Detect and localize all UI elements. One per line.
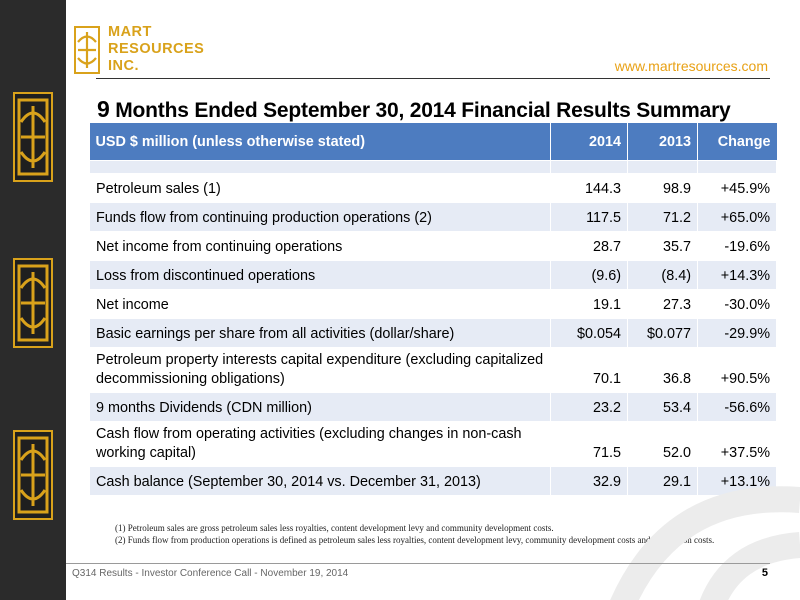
table-row: Net income from continuing operations 28… xyxy=(88,231,777,261)
logo-line-3: INC. xyxy=(108,58,139,74)
value-change: +65.0% xyxy=(697,202,777,232)
value-2013: 71.2 xyxy=(627,202,698,232)
logo-text: MART RESOURCES INC. xyxy=(108,24,204,75)
value-2014: 19.1 xyxy=(550,289,629,319)
footnote-2: (2) Funds flow from production operation… xyxy=(115,535,715,545)
value-2014: 32.9 xyxy=(550,466,629,496)
value-change: -29.9% xyxy=(697,318,777,348)
value-2013: (8.4) xyxy=(627,260,698,290)
row-label: Net income from continuing operations xyxy=(88,231,552,261)
header-divider xyxy=(96,78,770,79)
value-change: -56.6% xyxy=(697,392,777,422)
table-header-row: USD $ million (unless otherwise stated) … xyxy=(89,123,777,161)
row-label: Loss from discontinued operations xyxy=(88,260,552,290)
sidebar xyxy=(0,0,66,600)
value-change: +37.5% xyxy=(697,421,777,467)
value-change: +45.9% xyxy=(697,173,777,203)
header-metric: USD $ million (unless otherwise stated) xyxy=(89,123,552,161)
mart-emblem-icon xyxy=(13,258,53,348)
footer-divider xyxy=(66,563,770,564)
footer-text: Q314 Results - Investor Conference Call … xyxy=(72,568,349,579)
value-2013: $0.077 xyxy=(627,318,698,348)
table-spacer-row xyxy=(88,160,777,174)
table-row: Petroleum property interests capital exp… xyxy=(88,347,777,393)
value-change: +90.5% xyxy=(697,347,777,393)
value-2014: $0.054 xyxy=(550,318,629,348)
value-2013: 27.3 xyxy=(627,289,698,319)
mart-emblem-icon xyxy=(13,430,53,520)
row-label: Cash balance (September 30, 2014 vs. Dec… xyxy=(88,466,552,496)
header-2014: 2014 xyxy=(550,123,629,161)
value-2013: 36.8 xyxy=(627,347,698,393)
row-label: Petroleum property interests capital exp… xyxy=(88,347,552,393)
company-logo: MART RESOURCES INC. xyxy=(74,22,214,78)
header-2013: 2013 xyxy=(627,123,698,161)
value-2013: 53.4 xyxy=(627,392,698,422)
title-text: Months Ended September 30, 2014 Financia… xyxy=(115,99,731,122)
table-row: Net income 19.1 27.3 -30.0% xyxy=(88,289,777,319)
value-2014: 23.2 xyxy=(550,392,629,422)
value-2013: 29.1 xyxy=(627,466,698,496)
table-row: Petroleum sales (1) 144.3 98.9 +45.9% xyxy=(88,173,777,203)
footnotes: (1) Petroleum sales are gross petroleum … xyxy=(115,522,771,546)
row-label: Petroleum sales (1) xyxy=(88,173,552,203)
value-2014: 117.5 xyxy=(550,202,629,232)
logo-line-2: RESOURCES xyxy=(108,41,205,57)
website-link[interactable]: www.martresources.com xyxy=(614,58,768,74)
row-label: Net income xyxy=(88,289,552,319)
value-2014: (9.6) xyxy=(550,260,629,290)
table-row: Cash balance (September 30, 2014 vs. Dec… xyxy=(88,466,777,496)
footnote-1: (1) Petroleum sales are gross petroleum … xyxy=(115,523,554,533)
page-title: 9 Months Ended September 30, 2014 Financ… xyxy=(97,96,731,123)
header-change: Change xyxy=(697,123,777,161)
value-2014: 71.5 xyxy=(550,421,629,467)
title-number: 9 xyxy=(97,96,110,122)
value-2014: 70.1 xyxy=(550,347,629,393)
row-label: Cash flow from operating activities (exc… xyxy=(88,421,552,467)
mart-emblem-icon xyxy=(13,92,53,182)
row-label: Basic earnings per share from all activi… xyxy=(88,318,552,348)
financial-summary-table: USD $ million (unless otherwise stated) … xyxy=(88,123,777,496)
value-change: +14.3% xyxy=(697,260,777,290)
logo-emblem-icon xyxy=(74,26,100,74)
value-2014: 144.3 xyxy=(550,173,629,203)
table-row: Loss from discontinued operations (9.6) … xyxy=(88,260,777,290)
table-row: Basic earnings per share from all activi… xyxy=(88,318,777,348)
value-change: -30.0% xyxy=(697,289,777,319)
value-2013: 35.7 xyxy=(627,231,698,261)
logo-line-1: MART xyxy=(108,24,152,40)
table-row: Funds flow from continuing production op… xyxy=(88,202,777,232)
table-row: 9 months Dividends (CDN million) 23.2 53… xyxy=(88,392,777,422)
row-label: Funds flow from continuing production op… xyxy=(88,202,552,232)
value-2014: 28.7 xyxy=(550,231,629,261)
row-label: 9 months Dividends (CDN million) xyxy=(88,392,552,422)
page-number: 5 xyxy=(761,567,768,579)
value-2013: 98.9 xyxy=(627,173,698,203)
value-change: -19.6% xyxy=(697,231,777,261)
